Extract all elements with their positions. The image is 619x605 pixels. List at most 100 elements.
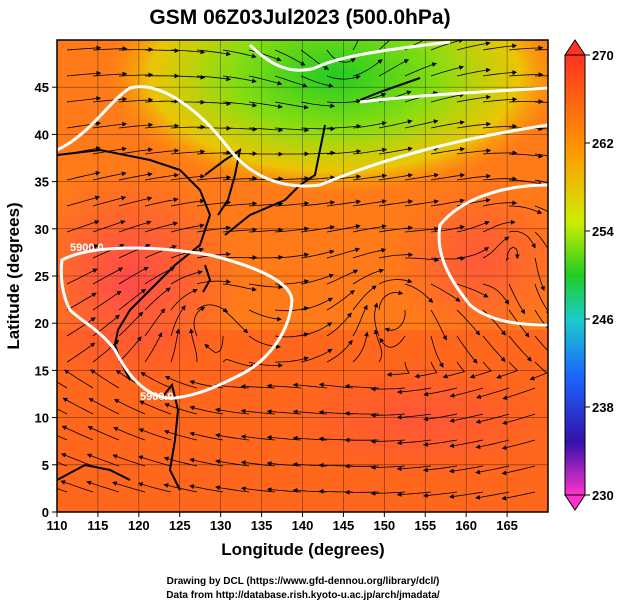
streamline: [300, 322, 333, 337]
streamline: [396, 387, 432, 395]
streamline: [215, 433, 250, 441]
x-tick-label: 110: [47, 518, 68, 533]
streamline: [248, 283, 284, 290]
streamline: [449, 439, 484, 449]
streamline: [326, 312, 352, 337]
streamline: [300, 101, 336, 109]
streamline: [534, 75, 548, 77]
streamline: [118, 336, 142, 363]
streamline: [92, 46, 128, 52]
credit-data: Data from http://database.rish.kyoto-u.a…: [166, 590, 440, 601]
streamline: [118, 147, 154, 155]
streamline: [404, 62, 437, 77]
streamline: [222, 283, 257, 292]
streamline: [118, 220, 152, 233]
streamline: [326, 199, 362, 207]
streamline: [430, 146, 465, 155]
streamline: [170, 305, 186, 337]
streamline: [326, 339, 353, 363]
streamline: [496, 361, 519, 379]
streamline: [534, 231, 548, 250]
streamline: [300, 126, 336, 132]
streamline: [66, 70, 102, 77]
streamline: [300, 75, 334, 88]
streamline: [215, 485, 250, 493]
streamline: [326, 269, 359, 285]
streamline: [92, 96, 128, 103]
streamline: [422, 439, 458, 447]
streamline: [442, 361, 465, 379]
streamline: [92, 290, 122, 311]
streamline: [373, 329, 383, 363]
height-contours: [57, 40, 548, 400]
streamline: [170, 288, 198, 311]
streamline: [396, 439, 432, 446]
streamline: [352, 331, 369, 363]
streamline: [352, 147, 388, 155]
x-axis-ticks: 110 115 120 125 130 135 140 145 150 155 160 165: [47, 512, 518, 533]
streamline: [404, 119, 439, 129]
streamline: [66, 342, 96, 363]
streamline: [266, 383, 302, 389]
streamline: [222, 101, 258, 108]
streamline: [508, 230, 536, 249]
streamline: [404, 172, 439, 181]
streamline: [144, 332, 163, 363]
streamline: [248, 127, 284, 133]
streamline: [87, 426, 120, 441]
streamline: [118, 311, 144, 337]
streamline: [275, 356, 309, 363]
contour-north-1: [57, 85, 548, 188]
streamline: [430, 198, 465, 207]
streamline: [66, 268, 98, 285]
map-title: GSM 06Z03Jul2023 (500.0hPa): [149, 6, 450, 29]
streamline: [144, 148, 180, 155]
contour-5900-closed: [59, 246, 294, 400]
streamline: [326, 74, 361, 80]
streamline: [370, 386, 406, 392]
streamline: [222, 75, 257, 84]
streamline: [534, 101, 548, 103]
streamline: [189, 484, 224, 493]
streamline: [508, 99, 544, 104]
colorbar-scale: [564, 54, 586, 496]
y-tick-label: 10: [35, 411, 49, 426]
cold-region: [105, 40, 548, 195]
streamline: [449, 387, 484, 398]
streamline: [534, 153, 548, 157]
streamline: [300, 348, 333, 363]
x-tick-label: 150: [373, 518, 395, 533]
streamline: [482, 43, 518, 51]
streamline: [118, 97, 154, 103]
streamline: [274, 75, 308, 88]
streamline: [534, 127, 548, 130]
streamline: [189, 405, 224, 415]
streamline: [144, 98, 180, 104]
streamline: [378, 290, 404, 311]
streamline: [508, 179, 544, 186]
streamline: [118, 288, 147, 311]
streamline: [396, 491, 432, 497]
streamline: [274, 176, 310, 181]
y-tick-label: 35: [35, 175, 49, 190]
streamline: [456, 247, 490, 259]
streamline: [534, 49, 548, 51]
streamline: [64, 369, 94, 389]
streamline: [140, 372, 172, 389]
streamline: [66, 96, 102, 103]
streamline: [352, 40, 359, 51]
streamline: [196, 49, 232, 57]
streamline: [144, 197, 179, 207]
coastline-taiwan: [202, 264, 212, 293]
streamline: [118, 122, 154, 129]
streamline: [456, 41, 491, 51]
streamline: [86, 480, 120, 493]
streamline: [60, 453, 94, 467]
streamline: [449, 491, 484, 499]
streamline: [222, 309, 249, 334]
streamline: [193, 306, 206, 337]
streamline: [475, 439, 510, 450]
streamline: [144, 221, 179, 233]
streamline: [422, 491, 458, 498]
